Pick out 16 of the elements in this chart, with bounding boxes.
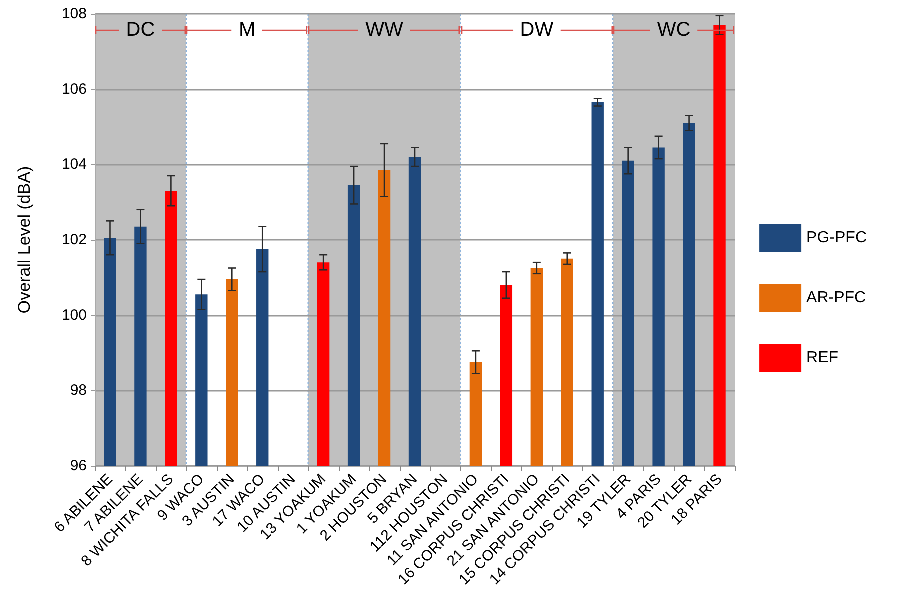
y-tick-label: 96 [70, 458, 87, 474]
band-label: DC [126, 19, 156, 41]
legend-label: REF [806, 350, 839, 366]
y-tick-label: 100 [62, 306, 87, 324]
y-axis-title: Overall Level (dBA) [15, 166, 34, 314]
band-label: WC [657, 19, 691, 41]
legend-label: AR-PFC [806, 290, 866, 306]
y-tick-label: 102 [62, 232, 87, 248]
y-tick-label: 98 [70, 382, 87, 400]
band-label: DW [520, 19, 554, 41]
band-label: M [239, 19, 256, 41]
y-tick-label: 108 [62, 6, 87, 22]
y-tick-label: 104 [62, 156, 87, 174]
band-label: WW [366, 19, 404, 41]
y-tick-label: 106 [62, 80, 87, 98]
legend-label: PG-PFC [806, 230, 868, 246]
